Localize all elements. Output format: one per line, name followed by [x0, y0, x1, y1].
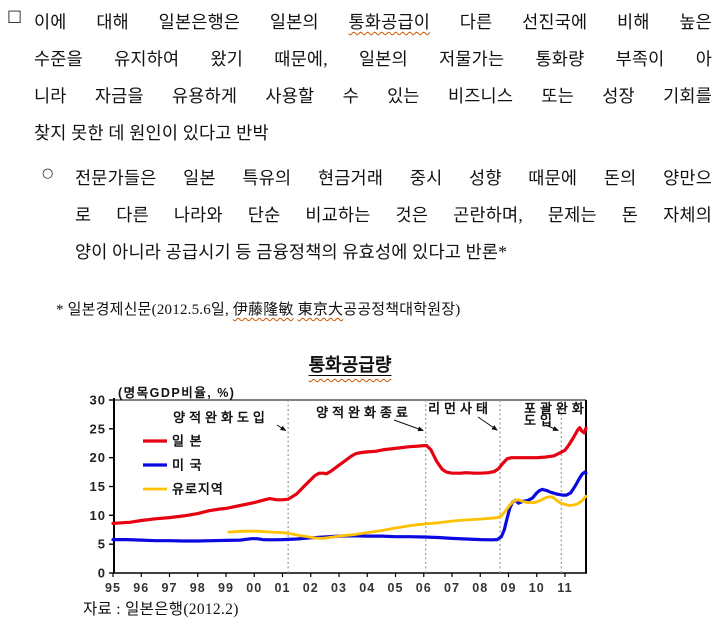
x-tick-label: 03 — [331, 581, 347, 595]
para1-l1-pre: 이에 대해 일본은행은 일본의 — [34, 12, 349, 32]
x-tick-label: 06 — [416, 581, 432, 595]
x-tick-label: 07 — [444, 581, 460, 595]
para1-line-4: 찾지 못한 데 원인이 있다고 반박 — [34, 123, 269, 143]
y-tick-label: 10 — [90, 508, 106, 523]
x-tick-label: 99 — [218, 581, 234, 595]
chart-title-underline: 통화공급량 — [309, 355, 392, 375]
annotation-arrow — [477, 416, 498, 431]
annotation-arrow — [545, 424, 559, 431]
para2-line-1: 전문가들은 일본 특유의 현금거래 중시 성향 때문에 돈의 양만으 — [75, 168, 712, 188]
annotation-label: 양적완화종료 — [316, 405, 412, 420]
x-tick-label: 00 — [246, 581, 262, 595]
footnote-pre: * 일본경제신문(2012.5.6일, — [56, 302, 233, 318]
series-line — [227, 494, 588, 540]
series-line — [111, 470, 588, 543]
x-tick-label: 01 — [275, 581, 291, 595]
y-tick-label: 30 — [90, 392, 106, 407]
annotation-label: 도입 — [524, 413, 556, 428]
y-tick-label: 15 — [90, 479, 106, 494]
para1-line-3: 니라 자금을 유용하게 사용할 수 있는 비즈니스 또는 성장 기회를 — [34, 86, 712, 106]
x-tick-label: 08 — [472, 581, 488, 595]
para2-line-2: 로 다른 나라와 단순 비교하는 것은 곤란하며, 문제는 돈 자체의 — [75, 205, 712, 225]
footnote-name-1: 伊藤隆敏 — [232, 302, 294, 318]
x-tick-label: 04 — [359, 581, 375, 595]
x-tick-label: 05 — [388, 581, 404, 595]
annotation-label: 양적완화도입 — [173, 410, 269, 425]
para1-line-1: 이에 대해 일본은행은 일본의 통화공급이 다른 선진국에 비해 높은 — [34, 4, 712, 41]
footnote-name-2: 東京大 — [297, 302, 344, 318]
y-tick-label: 20 — [90, 450, 106, 465]
circle-bullet: ○ — [42, 166, 54, 181]
annotation-arrow — [276, 424, 287, 432]
x-tick-label: 95 — [105, 581, 121, 595]
annotation-arrow — [393, 419, 424, 432]
x-tick-label: 10 — [529, 581, 545, 595]
para1-line-2: 수준을 유지하여 왔기 때문에, 일본의 저물가는 통화량 부족이 아 — [34, 49, 712, 69]
annotation-label: 포괄완화 — [524, 401, 588, 416]
y-tick-label: 5 — [98, 537, 106, 552]
x-tick-label: 09 — [501, 581, 517, 595]
series-line — [111, 426, 588, 526]
axis-unit-label: (명목GDP비율, %) — [118, 385, 235, 400]
y-tick-label: 0 — [98, 566, 106, 581]
chart-title-text: 통화공급량 — [308, 355, 392, 375]
legend-label: 미 국 — [172, 458, 203, 473]
para1-l1-spellcheck-word: 통화공급이 — [348, 12, 431, 32]
x-tick-label: 11 — [557, 581, 572, 595]
paragraph-2: 전문가들은 일본 특유의 현금거래 중시 성향 때문에 돈의 양만으 로 다른 … — [75, 160, 712, 271]
x-tick-label: 98 — [190, 581, 206, 595]
para2-line-3: 양이 아니라 공급시기 등 금융정책의 유효성에 있다고 반론* — [75, 242, 508, 262]
para1-l1-post: 다른 선진국에 비해 높은 — [430, 12, 712, 32]
chart-source: 자료 : 일본은행(2012.2) — [83, 601, 239, 618]
legend-label: 일 본 — [172, 434, 203, 449]
y-tick-label: 25 — [90, 421, 106, 436]
x-tick-label: 97 — [162, 581, 178, 595]
square-bullet: □ — [7, 6, 23, 25]
x-tick-label: 96 — [133, 581, 149, 595]
annotation-label: 리먼사태 — [428, 401, 492, 416]
chart-title: 통화공급량 — [114, 351, 586, 377]
x-tick-label: 02 — [303, 581, 319, 595]
legend-label: 유로지역 — [172, 482, 224, 497]
footnote-post: 공공정책대학원장) — [343, 302, 461, 318]
footnote: * 일본경제신문(2012.5.6일, 伊藤隆敏 東京大공공정책대학원장) — [56, 298, 460, 319]
paragraph-1: 이에 대해 일본은행은 일본의 통화공급이 다른 선진국에 비해 높은 수준을 … — [34, 4, 712, 152]
